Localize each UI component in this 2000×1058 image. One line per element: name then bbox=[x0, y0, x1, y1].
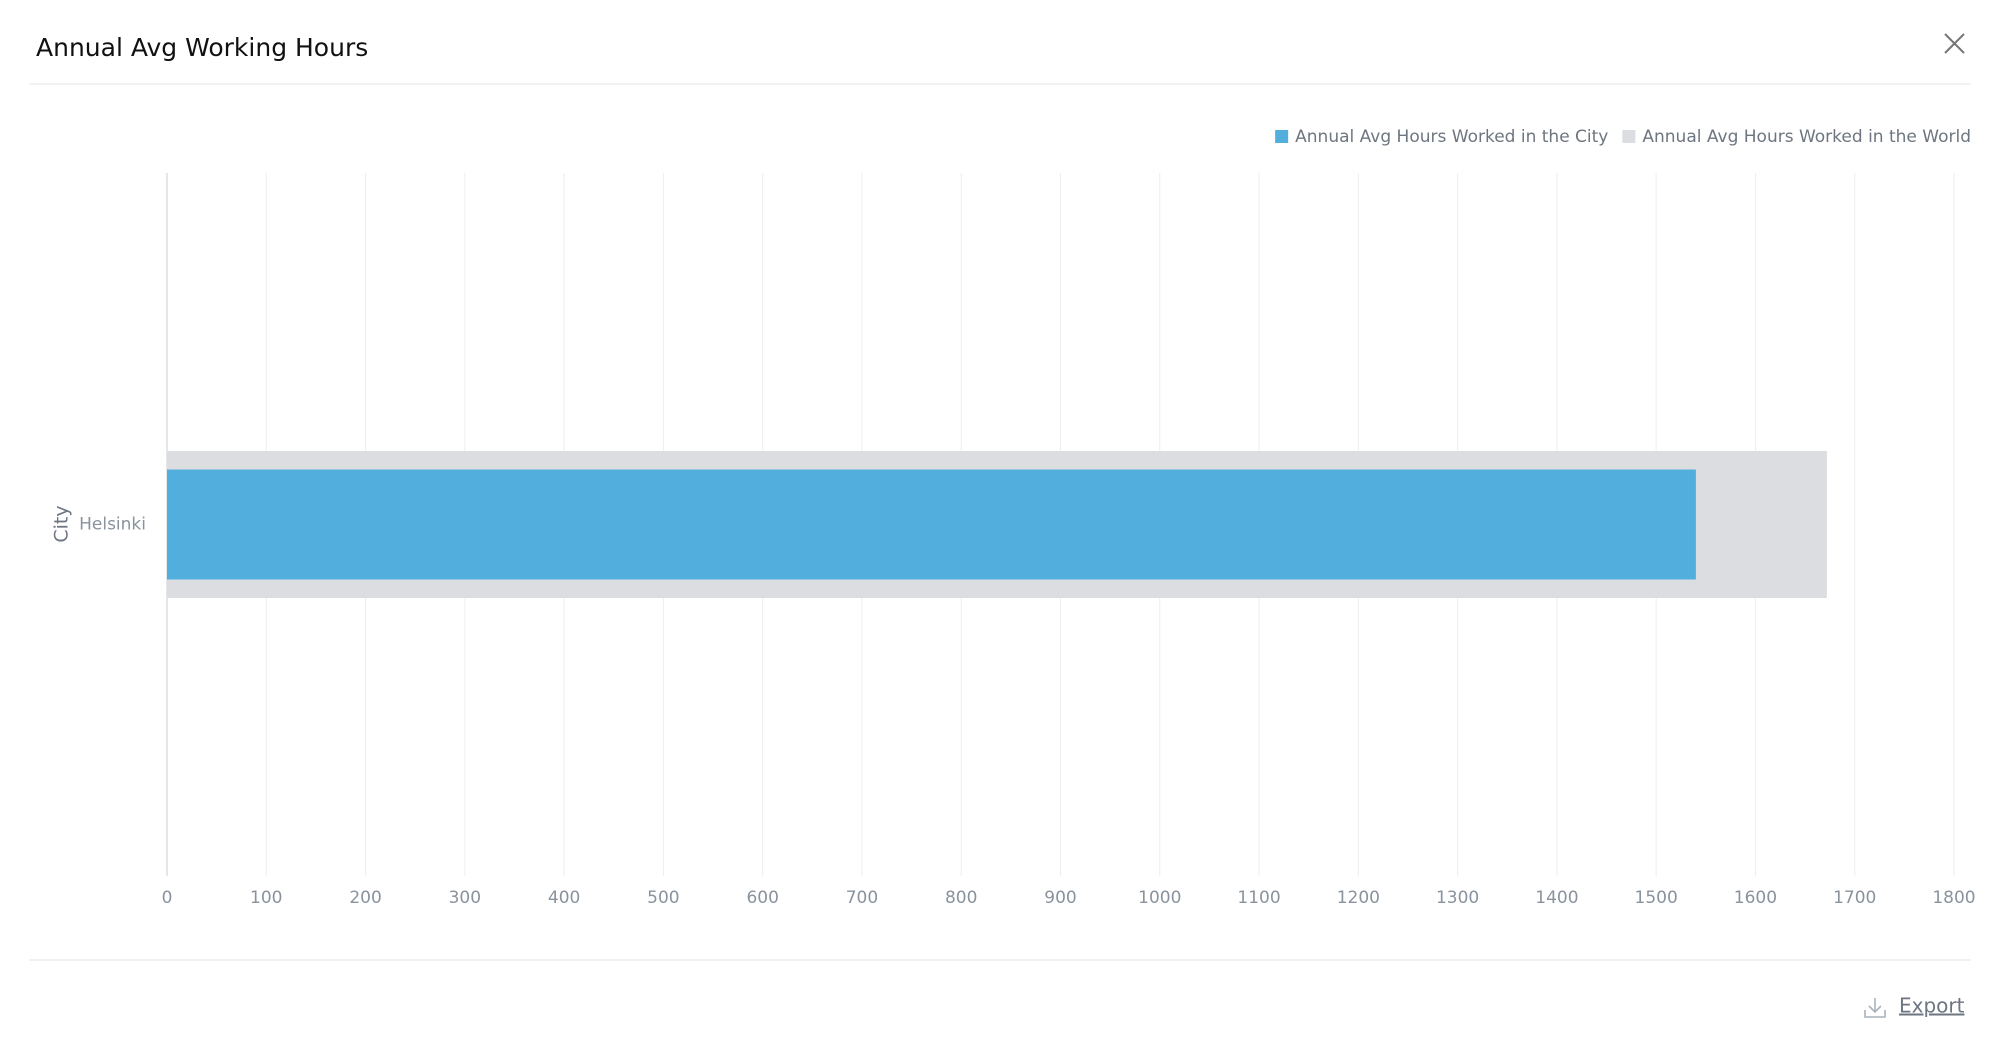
x-tick-label: 500 bbox=[647, 888, 679, 908]
legend-label: Annual Avg Hours Worked in the World bbox=[1642, 127, 1971, 147]
x-tick-label: 1700 bbox=[1833, 888, 1876, 908]
x-tick-label: 800 bbox=[945, 888, 977, 908]
chart-title: Annual Avg Working Hours bbox=[36, 33, 368, 62]
y-axis-title: City bbox=[51, 505, 73, 542]
x-tick-label: 1100 bbox=[1237, 888, 1280, 908]
export-label: Export bbox=[1899, 994, 1965, 1018]
x-tick-label: 1300 bbox=[1436, 888, 1479, 908]
bar bbox=[167, 469, 1696, 580]
x-tick-label: 400 bbox=[548, 888, 580, 908]
x-tick-label: 100 bbox=[250, 888, 282, 908]
x-tick-label: 1400 bbox=[1535, 888, 1578, 908]
export-button[interactable]: Export bbox=[1864, 994, 1965, 1018]
x-tick-label: 900 bbox=[1044, 888, 1076, 908]
legend-swatch bbox=[1275, 130, 1289, 143]
legend-swatch bbox=[1622, 130, 1636, 143]
x-tick-label: 700 bbox=[846, 888, 878, 908]
x-tick-label: 1000 bbox=[1138, 888, 1181, 908]
x-tick-label: 1800 bbox=[1932, 888, 1975, 908]
y-tick-label: Helsinki bbox=[79, 515, 146, 535]
export-icon bbox=[1864, 998, 1886, 1018]
close-button[interactable] bbox=[1944, 33, 1965, 54]
x-tick-label: 600 bbox=[746, 888, 778, 908]
x-tick-label: 1200 bbox=[1337, 888, 1380, 908]
close-icon bbox=[1944, 33, 1965, 54]
x-tick-label: 300 bbox=[449, 888, 481, 908]
x-tick-label: 1500 bbox=[1635, 888, 1678, 908]
legend-label: Annual Avg Hours Worked in the City bbox=[1295, 127, 1608, 147]
x-tick-label: 1600 bbox=[1734, 888, 1777, 908]
x-tick-label: 200 bbox=[349, 888, 381, 908]
x-tick-label: 0 bbox=[162, 888, 173, 908]
